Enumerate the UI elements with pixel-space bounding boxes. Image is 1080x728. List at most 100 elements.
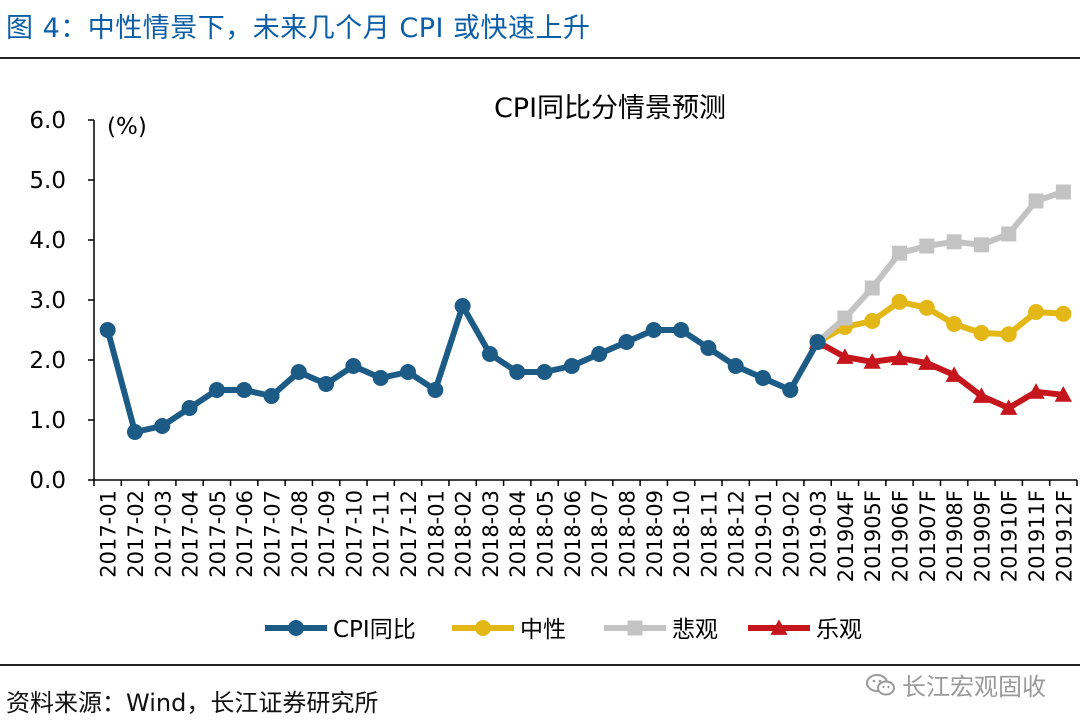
data-point <box>727 358 744 374</box>
data-point <box>645 322 662 338</box>
data-point <box>919 238 935 254</box>
series-optimistic <box>808 333 1072 415</box>
x-tick-label: 2017-02 <box>124 490 148 578</box>
chart-title: CPI同比分情景预测 <box>494 93 726 124</box>
y-tick-label: 2.0 <box>29 348 66 374</box>
data-point <box>945 366 963 382</box>
legend-marker <box>475 620 491 636</box>
x-tick-label: 2017-01 <box>97 490 121 578</box>
x-tick-label: 2017-08 <box>288 490 312 578</box>
data-point <box>1055 184 1071 200</box>
data-point <box>1028 193 1044 209</box>
data-point <box>318 376 335 392</box>
data-point <box>345 358 362 374</box>
x-tick-label: 2018-09 <box>643 490 667 578</box>
data-point <box>864 313 881 329</box>
data-point <box>400 364 417 380</box>
series-pessimistic <box>810 184 1071 350</box>
data-point <box>154 418 171 434</box>
data-point <box>946 234 962 250</box>
series-line <box>816 298 1064 345</box>
data-point <box>372 370 389 386</box>
data-point <box>236 382 253 398</box>
x-tick-label: 201909F <box>970 490 994 582</box>
data-point <box>481 346 498 362</box>
x-tick-label: 2018-12 <box>725 490 749 578</box>
legend-label: 中性 <box>520 617 566 643</box>
data-point <box>918 354 936 370</box>
series-line <box>104 303 821 435</box>
legend-label: 悲观 <box>672 617 718 643</box>
y-axis-unit-label: (%) <box>107 114 147 140</box>
data-point <box>618 334 635 350</box>
x-tick-label: 2018-01 <box>424 490 448 578</box>
data-point <box>837 310 853 326</box>
x-tick-label: 2017-03 <box>151 490 175 578</box>
data-point <box>782 382 799 398</box>
x-tick-label: 2018-04 <box>506 490 530 578</box>
data-point <box>536 364 553 380</box>
y-tick-label: 6.0 <box>29 108 66 134</box>
data-point <box>1055 305 1072 322</box>
legend-marker <box>288 620 304 636</box>
x-tick-label: 2017-04 <box>179 490 203 578</box>
data-point <box>892 245 908 261</box>
data-point <box>181 400 198 416</box>
x-tick-label: 201908F <box>943 490 967 582</box>
series-line <box>815 189 1065 345</box>
data-point <box>591 346 608 362</box>
data-point <box>863 353 881 369</box>
data-point <box>454 298 471 314</box>
wechat-icon <box>866 673 895 695</box>
data-point <box>918 299 935 316</box>
x-tick-label: 2017-07 <box>260 490 284 578</box>
y-tick-label: 5.0 <box>29 168 66 194</box>
x-tick-label: 2017-10 <box>342 490 366 578</box>
data-point <box>946 316 963 332</box>
data-point <box>509 364 526 380</box>
series-layer <box>99 184 1072 440</box>
data-point <box>263 388 280 404</box>
data-point <box>290 364 307 380</box>
x-tick-label: 2018-08 <box>615 490 639 578</box>
data-point <box>208 382 225 398</box>
y-tick-label: 1.0 <box>29 408 66 434</box>
watermark: 长江宏观固收 <box>866 667 1046 702</box>
legend-marker <box>770 619 788 635</box>
legend-marker <box>627 620 643 636</box>
x-tick-label: 2019-03 <box>807 490 831 578</box>
data-point <box>836 348 854 364</box>
x-tick-label: 2017-06 <box>233 490 257 578</box>
x-tick-label: 2018-06 <box>561 490 585 578</box>
data-point <box>1000 326 1017 343</box>
data-point <box>700 340 717 356</box>
series-line <box>816 339 1064 411</box>
data-point <box>891 293 908 310</box>
y-tick-label: 3.0 <box>29 288 66 314</box>
data-point <box>1028 304 1045 320</box>
data-point <box>973 325 990 341</box>
x-tick-label: 2017-11 <box>370 490 394 578</box>
legend-item: 乐观 <box>748 617 862 643</box>
x-tick-label: 2018-11 <box>697 490 721 578</box>
y-tick-label: 0.0 <box>29 468 66 494</box>
data-point <box>1000 399 1018 415</box>
data-point <box>864 280 880 296</box>
x-tick-label: 2018-07 <box>588 490 612 578</box>
data-point <box>809 334 826 350</box>
data-point <box>972 387 991 403</box>
x-tick-label: 2017-05 <box>206 490 230 578</box>
x-tick-label: 201912F <box>1052 490 1076 582</box>
source-note: 资料来源：Wind，长江证券研究所 <box>6 689 379 717</box>
data-point <box>973 237 989 253</box>
x-tick-label: 201904F <box>834 490 858 582</box>
x-tick-label: 201911F <box>1025 490 1049 582</box>
data-point <box>1054 386 1072 402</box>
watermark-text: 长江宏观固收 <box>902 673 1046 701</box>
figure-title: 图 4：中性情景下，未来几个月 CPI 或快速上升 <box>6 13 591 44</box>
data-point <box>673 322 690 338</box>
data-point <box>754 370 771 386</box>
x-tick-label: 2018-03 <box>479 490 503 578</box>
x-tick-label: 2018-10 <box>670 490 694 578</box>
